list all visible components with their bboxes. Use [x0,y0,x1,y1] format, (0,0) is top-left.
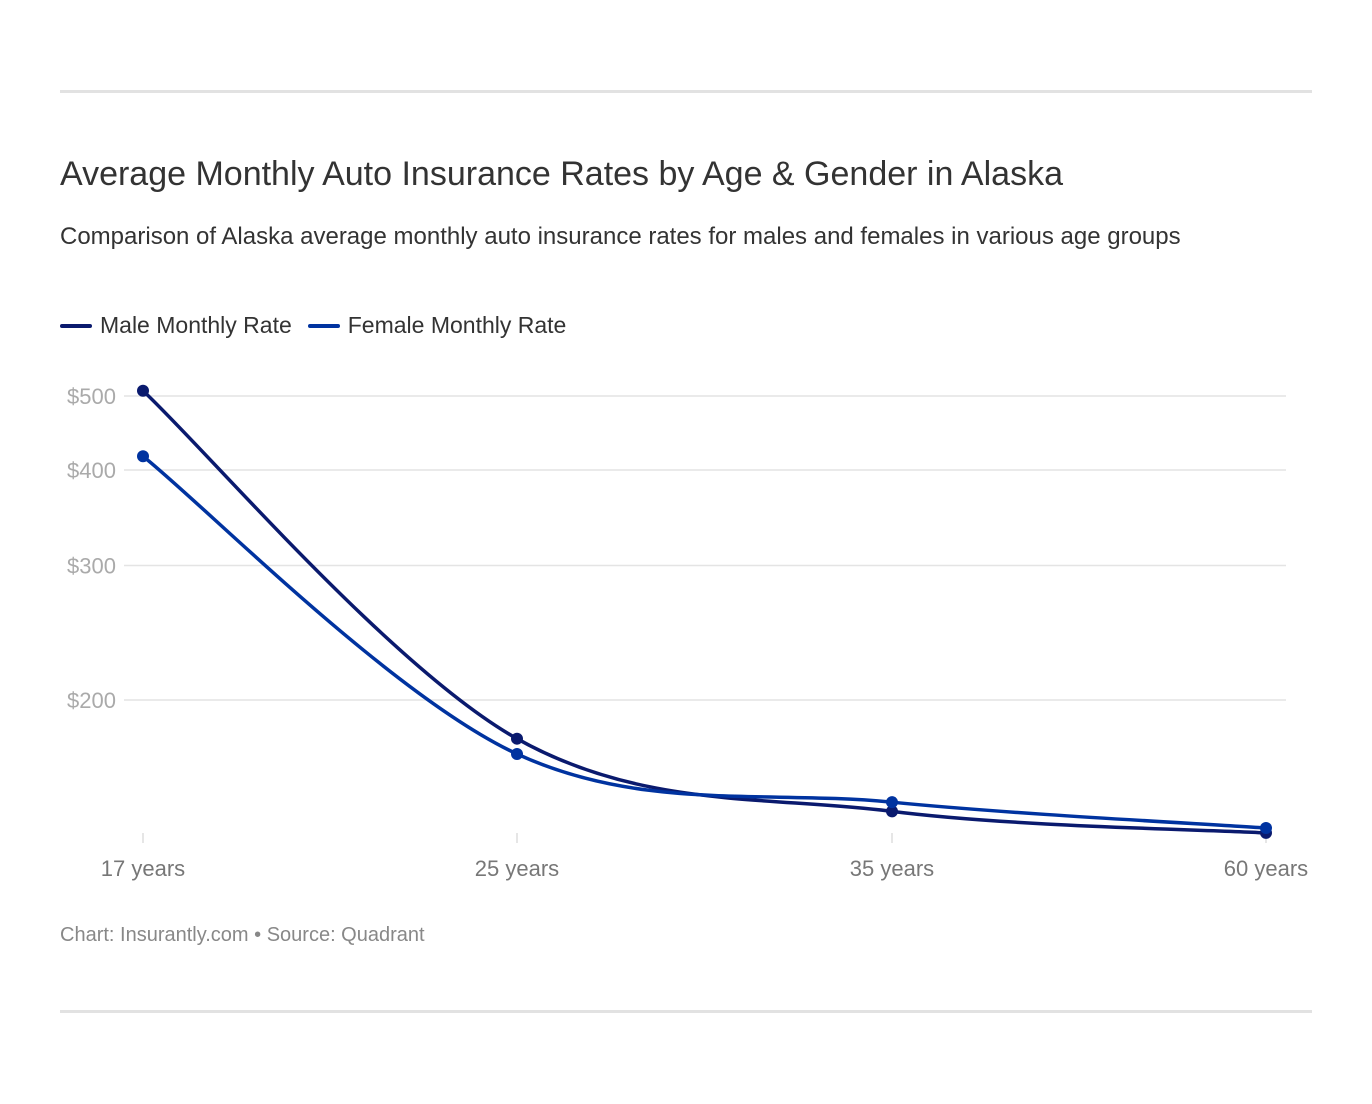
top-divider [60,90,1312,93]
legend-item-male[interactable]: Male Monthly Rate [60,312,292,339]
data-point-male [137,384,149,397]
legend-label-female: Female Monthly Rate [347,312,567,338]
data-point-female [1260,821,1272,834]
legend-item-female[interactable]: Female Monthly Rate [307,312,567,339]
series-line-male [141,389,1267,835]
legend-swatch-female [307,323,340,328]
data-point-female [511,747,523,760]
x-tick-label: 17 years [101,856,185,881]
data-point-female [137,450,149,463]
y-tick-label: $200 [67,688,116,713]
legend: Male Monthly Rate Female Monthly Rate [60,312,582,339]
series-line-female [141,454,1267,830]
legend-label-male: Male Monthly Rate [100,312,292,338]
legend-swatch-male [60,323,92,328]
bottom-divider [60,1010,1312,1013]
chart-footer: Chart: Insurantly.com • Source: Quadrant [60,924,425,946]
data-point-female [886,796,898,809]
y-tick-label: $500 [67,384,116,409]
chart-title: Average Monthly Auto Insurance Rates by … [60,155,1063,193]
data-point-male [511,732,523,745]
data-point-male [886,805,898,818]
y-tick-label: $300 [67,553,116,578]
x-tick-label: 35 years [850,856,934,881]
x-tick-label: 25 years [475,856,559,881]
x-tick-label: 60 years [1224,856,1308,881]
y-tick-label: $400 [67,458,116,483]
chart-subtitle: Comparison of Alaska average monthly aut… [60,223,1181,250]
